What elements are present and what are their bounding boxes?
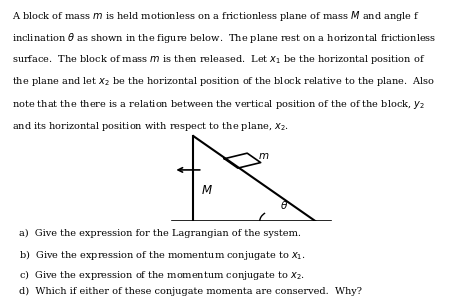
Text: surface.  The block of mass $m$ is then released.  Let $x_1$ be the horizontal p: surface. The block of mass $m$ is then r… — [12, 53, 425, 66]
Text: the plane and let $x_2$ be the horizontal position of the block relative to the : the plane and let $x_2$ be the horizonta… — [12, 75, 435, 88]
Text: $M$: $M$ — [201, 184, 213, 197]
Text: and its horizontal position with respect to the plane, $x_2$.: and its horizontal position with respect… — [12, 120, 289, 133]
Text: b)  Give the expression of the momentum conjugate to $x_1$.: b) Give the expression of the momentum c… — [19, 248, 306, 262]
Text: d)  Which if either of these conjugate momenta are conserved.  Why?: d) Which if either of these conjugate mo… — [19, 287, 362, 296]
Text: a)  Give the expression for the Lagrangian of the system.: a) Give the expression for the Lagrangia… — [19, 229, 301, 238]
Text: inclination $\theta$ as shown in the figure below.  The plane rest on a horizont: inclination $\theta$ as shown in the fig… — [12, 31, 437, 45]
Text: $\theta$: $\theta$ — [280, 199, 288, 211]
Text: $m$: $m$ — [258, 151, 270, 161]
Text: note that the there is a relation between the vertical position of the of the bl: note that the there is a relation betwee… — [12, 98, 425, 111]
Text: A block of mass $m$ is held motionless on a frictionless plane of mass $M$ and a: A block of mass $m$ is held motionless o… — [12, 9, 420, 23]
Text: c)  Give the expression of the momentum conjugate to $x_2$.: c) Give the expression of the momentum c… — [19, 268, 305, 281]
